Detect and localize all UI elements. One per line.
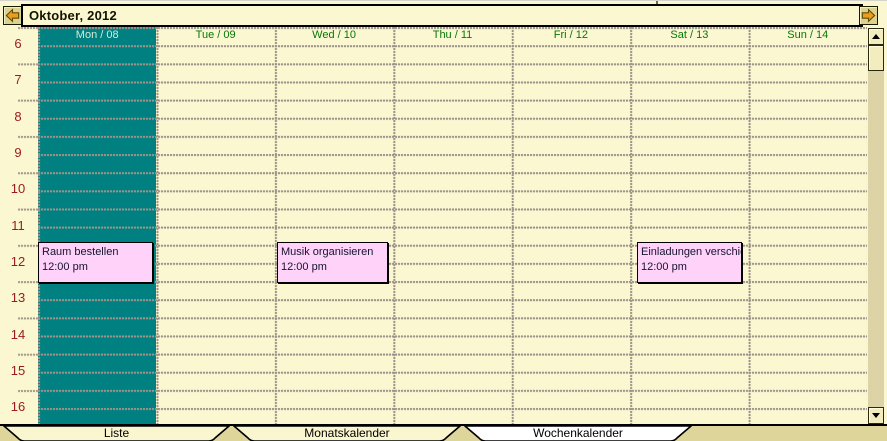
tab-shape: [3, 426, 230, 441]
scroll-down-button[interactable]: [868, 407, 884, 424]
arrow-left-icon: [5, 8, 20, 23]
hour-label: 16: [10, 399, 26, 414]
hour-label: 15: [10, 363, 26, 378]
day-header-sat[interactable]: Sat / 13: [670, 29, 709, 41]
event-time: 12:00 pm: [641, 261, 687, 273]
event-time: 12:00 pm: [42, 261, 88, 273]
day-header-wed[interactable]: Wed / 10: [312, 29, 356, 41]
day-header-tue[interactable]: Tue / 09: [195, 29, 236, 41]
day-header-sun[interactable]: Sun / 14: [787, 29, 829, 41]
hour-label: 14: [10, 327, 26, 342]
scrollbar-track[interactable]: [868, 71, 884, 407]
hour-label: 13: [10, 290, 26, 305]
tab-label: Liste: [103, 426, 130, 440]
titlebar: Oktober, 2012: [0, 3, 887, 27]
arrow-right-icon: [861, 8, 876, 23]
hour-label: 8: [14, 109, 22, 124]
tab-shape: [233, 426, 461, 441]
event-musik-organisieren[interactable]: Musik organisieren 12:00 pm: [277, 242, 388, 283]
day-header-thu[interactable]: Thu / 11: [432, 29, 473, 41]
vertical-scrollbar[interactable]: [868, 28, 884, 424]
triangle-up-icon: [872, 34, 880, 39]
tab-shape: [464, 426, 692, 441]
view-tabbar: Liste Monatskalender Wochenkalender: [0, 424, 887, 441]
gridlines: [38, 27, 867, 424]
hour-tick-marks: [18, 27, 38, 424]
event-einladungen-verschicken[interactable]: Einladungen verschicl 12:00 pm: [637, 242, 742, 283]
selected-day-column[interactable]: [38, 27, 157, 424]
hour-label: 10: [10, 181, 26, 196]
event-title: Raum bestellen: [42, 246, 119, 258]
scrollbar-thumb[interactable]: [868, 45, 884, 71]
prev-week-button[interactable]: [3, 6, 22, 25]
top-edge-divider: [656, 1, 658, 4]
hour-label: 11: [11, 218, 25, 233]
event-title: Einladungen verschicl: [641, 246, 742, 258]
hour-label: 7: [14, 72, 22, 87]
tab-wochenkalender[interactable]: Wochenkalender: [464, 426, 692, 441]
event-title: Musik organisieren: [281, 246, 374, 258]
next-week-button[interactable]: [859, 6, 878, 25]
tab-monatskalender[interactable]: Monatskalender: [233, 426, 461, 441]
month-title: Oktober, 2012: [21, 4, 863, 27]
hour-gutter: 6 7 8 9 10 11 12 13 14 15 16: [0, 27, 38, 424]
tab-label: Monatskalender: [304, 426, 390, 440]
event-raum-bestellen[interactable]: Raum bestellen 12:00 pm: [38, 242, 153, 283]
hour-label: 9: [14, 145, 22, 160]
day-header-mon[interactable]: Mon / 08: [75, 29, 119, 41]
scroll-up-button[interactable]: [868, 28, 884, 45]
hour-label: 12: [10, 254, 26, 269]
triangle-down-icon: [872, 413, 880, 418]
tab-liste[interactable]: Liste: [3, 426, 230, 441]
tab-label: Wochenkalender: [533, 426, 623, 440]
day-header-fri[interactable]: Fri / 12: [553, 29, 589, 41]
week-grid[interactable]: Mon / 08 Tue / 09 Wed / 10 Thu / 11 Fri …: [38, 27, 867, 424]
event-time: 12:00 pm: [281, 261, 327, 273]
hour-label: 6: [14, 36, 22, 51]
top-edge: [0, 0, 887, 5]
